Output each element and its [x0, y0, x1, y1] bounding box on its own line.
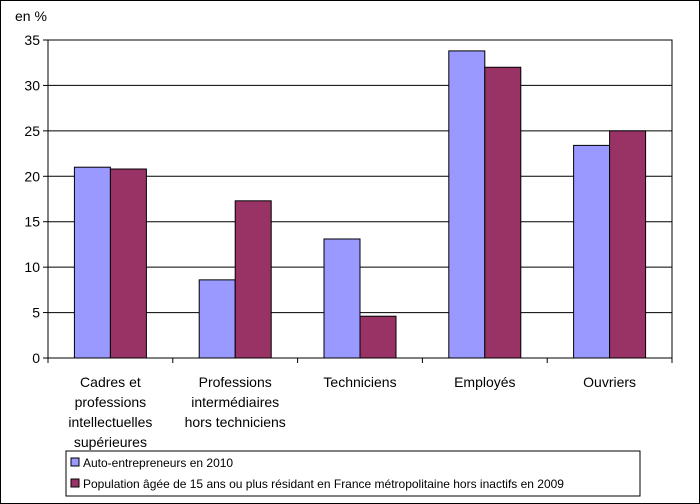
x-category-label: Employés — [454, 374, 515, 390]
legend-entry: Population âgée de 15 ans ou plus résida… — [83, 477, 564, 491]
y-tick-label: 25 — [24, 123, 40, 139]
x-category-label: intermédiaires — [191, 394, 279, 410]
legend-swatch — [70, 457, 80, 467]
axes — [47, 39, 673, 363]
y-axis-ticks: 0 5 10 15 20 25 30 35 — [24, 32, 48, 366]
x-category-label: Ouvriers — [583, 374, 636, 390]
x-category-label: Professions — [199, 374, 272, 390]
bar — [234, 200, 272, 359]
bar — [323, 238, 361, 359]
y-tick-label: 5 — [32, 305, 40, 321]
plot-area-border — [47, 39, 673, 359]
legend: Auto-entrepreneurs en 2010 Population âgé… — [65, 450, 641, 497]
x-category-label: Techniciens — [323, 374, 396, 390]
y-tick-label: 15 — [24, 214, 40, 230]
bar — [573, 144, 611, 359]
bar — [109, 168, 147, 359]
x-category-label: Cadres et — [80, 374, 141, 390]
bar — [359, 315, 397, 359]
x-category-label: intellectuelles — [68, 414, 152, 430]
x-category-label: professions — [75, 394, 147, 410]
bar — [448, 50, 486, 359]
bar — [198, 279, 236, 359]
legend-box — [65, 450, 641, 497]
y-unit-label: en % — [15, 8, 47, 24]
y-tick-label: 35 — [24, 32, 40, 48]
legend-entry: Auto-entrepreneurs en 2010 — [83, 456, 233, 470]
bar — [73, 166, 111, 359]
y-tick-label: 10 — [24, 259, 40, 275]
bar — [484, 66, 522, 359]
y-tick-label: 0 — [32, 350, 40, 366]
bars — [73, 50, 647, 359]
x-category-label: hors techniciens — [185, 414, 286, 430]
x-axis-labels: Cadres et professions intellectuelles supér… — [68, 374, 636, 450]
y-tick-label: 30 — [24, 77, 40, 93]
legend-swatch — [70, 478, 80, 488]
y-tick-label: 20 — [24, 168, 40, 184]
x-category-label: supérieures — [74, 434, 147, 450]
bar — [609, 130, 647, 359]
